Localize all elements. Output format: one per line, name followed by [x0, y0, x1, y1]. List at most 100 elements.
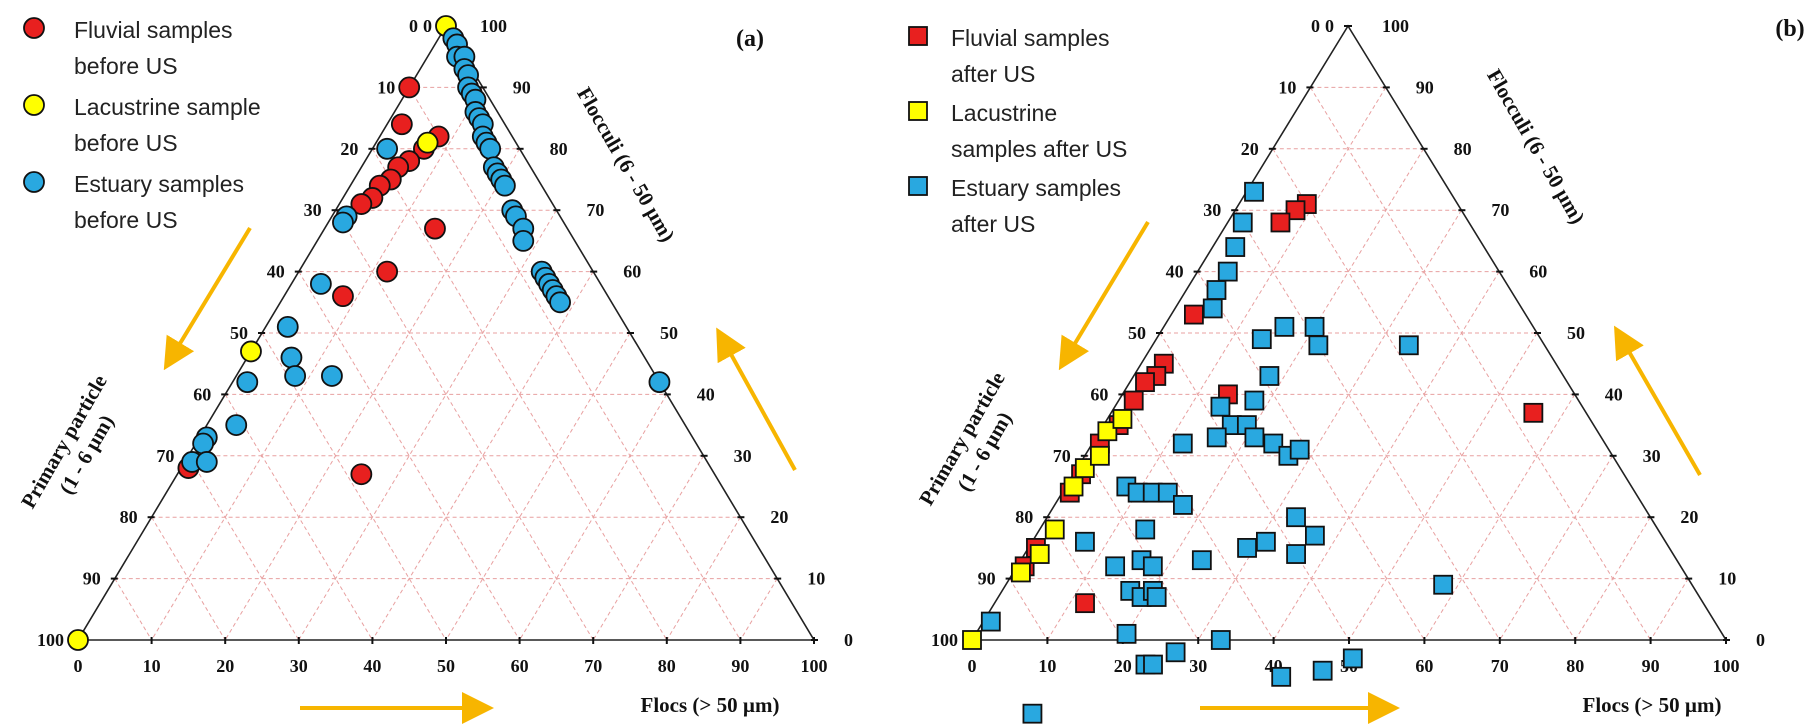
flocs-tick-label: 40 — [363, 656, 381, 676]
legend-label: after US — [951, 211, 1035, 237]
estuary-data-point — [493, 174, 516, 197]
estuary-data-point — [1304, 316, 1325, 337]
estuary-data-point — [1202, 298, 1223, 319]
primary-tick-label: 0 — [409, 16, 418, 36]
flocculi-tick-label: 30 — [734, 446, 752, 466]
lacustrine-data-point — [67, 629, 89, 651]
direction-arrow — [1058, 220, 1150, 371]
estuary-data-point — [225, 414, 248, 437]
primary-tick-label: 60 — [1090, 384, 1108, 404]
fluvial-data-point — [1135, 372, 1155, 393]
grid-line — [1499, 455, 1614, 641]
flocculi-tick-label: 70 — [586, 200, 604, 220]
flocculi-tick-label: 60 — [623, 262, 641, 282]
legend-label: Fluvial samples — [74, 17, 233, 43]
estuary-data-point — [1022, 703, 1043, 724]
legend-label: Lacustrine — [951, 100, 1057, 126]
estuary-data-point — [1135, 519, 1156, 540]
estuary-data-point — [1259, 366, 1280, 386]
primary-tick-label: 30 — [1203, 200, 1221, 220]
primary-tick-label: 40 — [1166, 262, 1184, 282]
flocculi-tick-label: 20 — [770, 507, 788, 527]
flocs-tick-label: 60 — [511, 656, 529, 676]
estuary-data-point — [1312, 660, 1333, 681]
flocs-tick-label: 60 — [1415, 656, 1433, 676]
direction-arrow — [716, 327, 797, 471]
flocculi-tick-label: 20 — [1680, 507, 1698, 527]
grid-line — [1348, 332, 1538, 641]
flocculi-tick-label: 10 — [807, 569, 825, 589]
estuary-data-point — [1172, 433, 1193, 454]
legend-marker — [908, 101, 928, 121]
estuary-data-point — [192, 432, 215, 455]
estuary-data-point — [284, 365, 307, 387]
primary-tick-label: 10 — [1278, 77, 1296, 97]
estuary-data-point — [1289, 439, 1310, 460]
flocculi-tick-label: 50 — [660, 323, 678, 343]
grid-line — [114, 578, 153, 641]
primary-tick-label: 0 — [1325, 16, 1334, 36]
estuary-data-point — [1433, 574, 1454, 595]
estuary-series — [181, 27, 671, 473]
estuary-data-point — [1232, 212, 1253, 233]
grid-line — [739, 578, 778, 641]
primary-tick-label: 100 — [37, 630, 64, 650]
legend-marker — [908, 176, 928, 196]
fluvial-data-point — [1270, 212, 1291, 233]
estuary-data-point — [1157, 482, 1178, 503]
fluvial-series — [177, 76, 450, 486]
estuary-data-point — [549, 291, 571, 314]
estuary-data-point — [376, 137, 399, 160]
flocculi-tick-label: 80 — [550, 139, 568, 159]
bottom-axis-title: Flocs (> 50 µm) — [641, 693, 780, 717]
estuary-data-point — [1308, 335, 1329, 356]
estuary-data-point — [1237, 538, 1257, 558]
lacustrine-data-point — [1011, 562, 1031, 583]
legend-label: samples after US — [951, 136, 1127, 162]
estuary-data-point — [1286, 507, 1306, 528]
fluvial-data-point — [1123, 390, 1144, 411]
flocs-tick-label: 100 — [801, 656, 828, 676]
estuary-data-point — [1105, 556, 1126, 577]
fluvial-data-point — [424, 217, 446, 240]
estuary-data-point — [236, 371, 259, 394]
estuary-data-point — [1173, 495, 1193, 515]
primary-tick-label: 50 — [1128, 323, 1146, 343]
estuary-data-point — [980, 611, 1001, 632]
flocs-tick-label: 70 — [1491, 656, 1509, 676]
estuary-data-point — [1206, 280, 1227, 300]
grid-line — [224, 394, 373, 641]
estuary-data-point — [309, 272, 332, 295]
estuary-data-point — [332, 211, 354, 234]
flocs-tick-label: 0 — [74, 656, 83, 676]
tick-labels: 0100010901020802030703040604050505060406… — [931, 16, 1765, 676]
estuary-data-point — [1286, 544, 1306, 564]
flocculi-tick-label: 0 — [844, 630, 853, 650]
grid-line — [592, 455, 705, 641]
grid-line — [519, 394, 668, 641]
flocs-tick-label: 20 — [216, 656, 234, 676]
primary-tick-label: 50 — [230, 323, 248, 343]
flocs-tick-label: 90 — [1642, 656, 1660, 676]
legend-label: Estuary samples — [951, 175, 1121, 201]
estuary-data-point — [1244, 181, 1264, 202]
direction-arrow — [163, 226, 252, 371]
fluvial-data-point — [390, 113, 413, 136]
lacustrine-data-point — [962, 630, 982, 650]
flocculi-tick-label: 100 — [480, 16, 507, 36]
primary-tick-label: 70 — [156, 446, 174, 466]
lacustrine-data-point — [1089, 445, 1110, 466]
grid-line — [1234, 209, 1501, 641]
lacustrine-data-point — [1044, 519, 1065, 540]
lacustrine-data-point — [1112, 409, 1133, 429]
flocculi-tick-label: 30 — [1643, 446, 1661, 466]
estuary-data-point — [1191, 550, 1212, 571]
flocculi-tick-label: 40 — [1605, 384, 1623, 404]
primary-tick-label: 10 — [377, 77, 395, 97]
estuary-data-point — [1256, 531, 1276, 552]
grid-line — [1423, 394, 1576, 641]
grid-line — [298, 209, 557, 641]
grid-line — [1650, 578, 1689, 641]
estuary-data-point — [321, 365, 343, 387]
